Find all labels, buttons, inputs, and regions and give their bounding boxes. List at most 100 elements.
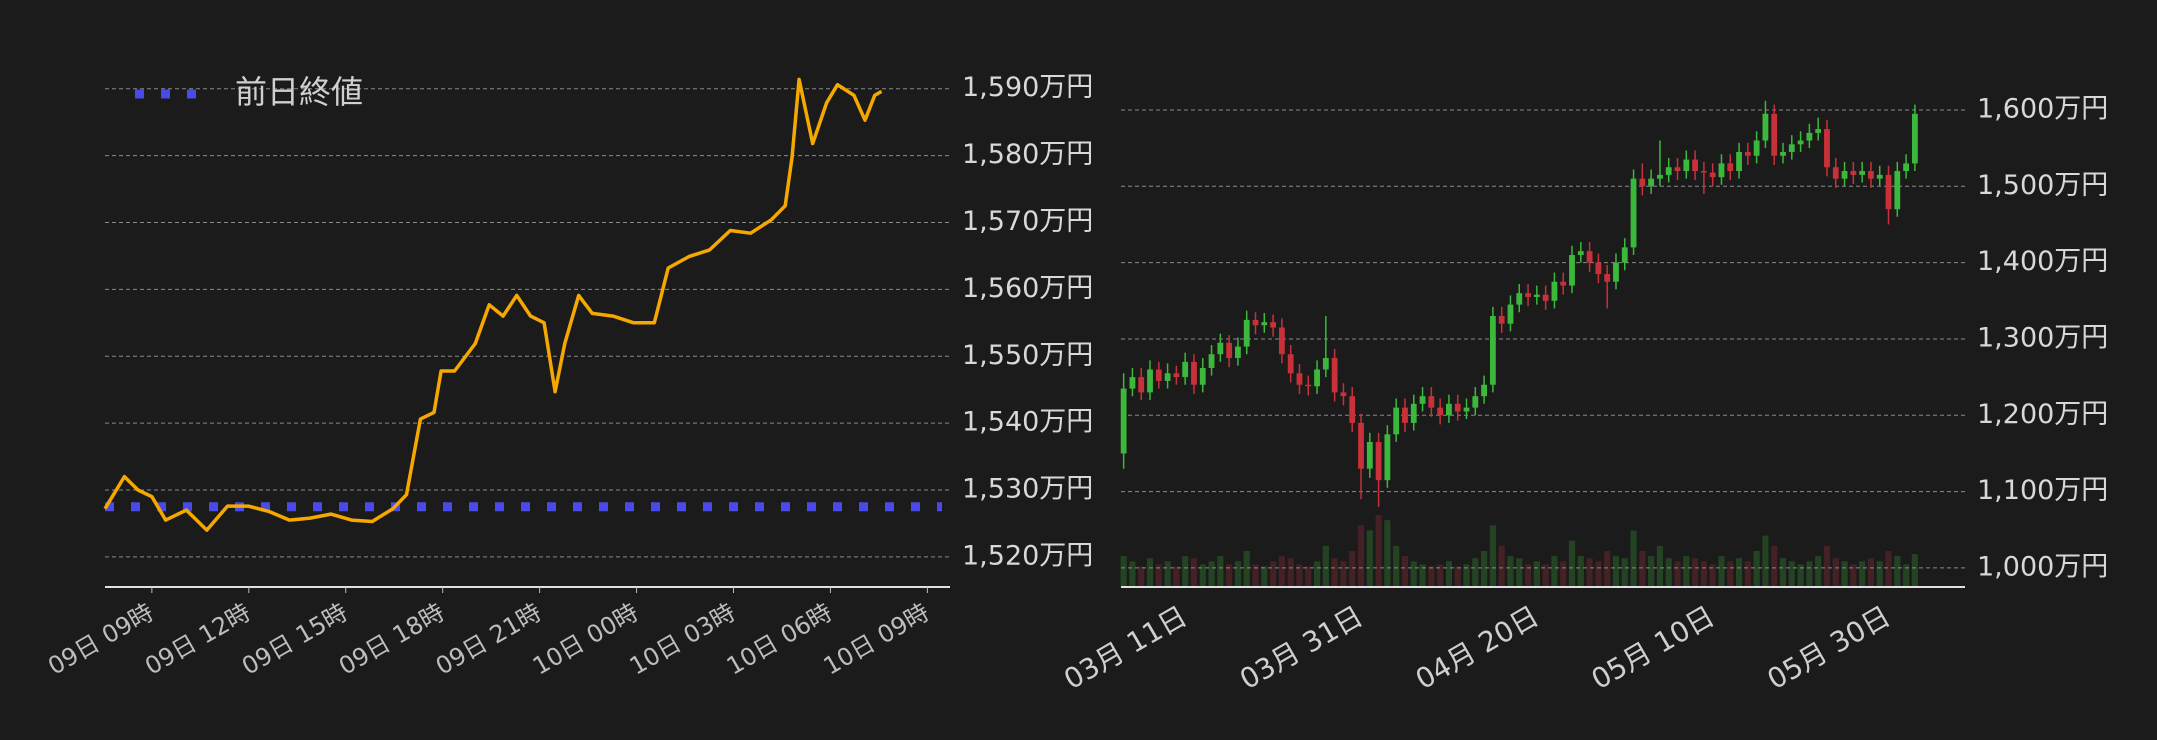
candle-body [1305, 384, 1312, 387]
volume-bar [1656, 545, 1664, 587]
volume-bar [1692, 558, 1699, 587]
volume-bar [1437, 564, 1444, 587]
volume-bar [1173, 566, 1180, 587]
volume-bar [1489, 525, 1496, 587]
candle-body [1349, 396, 1356, 423]
volume-bar [1630, 530, 1637, 587]
volume-bar [1876, 561, 1883, 587]
candle-body [1911, 113, 1918, 164]
candle-body [1331, 358, 1338, 393]
volume-bar [1604, 551, 1611, 587]
candle-body [1498, 316, 1505, 324]
volume-bar [1278, 556, 1285, 587]
volume-bar [1516, 558, 1523, 587]
y-tick-label: 1,100万円 [1977, 475, 2108, 506]
y-tick-label: 1,530万円 [962, 474, 1093, 505]
candle-body [1700, 171, 1707, 173]
candle-body [1428, 396, 1435, 408]
y-tick-label: 1,200万円 [1977, 399, 2108, 430]
candle-body [1621, 247, 1628, 263]
volume-bar [1472, 558, 1479, 587]
volume-bar [1551, 556, 1558, 587]
volume-bar [1894, 556, 1901, 587]
volume-bar [1498, 545, 1505, 587]
candle-body [1507, 304, 1514, 324]
volume-bar [1226, 564, 1233, 587]
candle-body [1481, 384, 1487, 397]
volume-bar [1560, 561, 1567, 587]
candle-body [1604, 274, 1611, 282]
y-tick-label: 1,540万円 [962, 407, 1093, 438]
candle-body [1446, 403, 1452, 416]
y-tick-label: 1,520万円 [962, 540, 1093, 571]
candle-body [1859, 171, 1866, 175]
candle-body [1824, 129, 1830, 168]
candle-body [1314, 369, 1320, 387]
candle-body [1876, 174, 1883, 179]
candle-body [1850, 171, 1857, 175]
volume-bar [1305, 566, 1312, 587]
candle-body [1472, 396, 1479, 408]
candle-body [1806, 132, 1813, 141]
candle-body [1419, 396, 1426, 404]
candle-body [1410, 403, 1417, 423]
candle-body [1692, 159, 1698, 172]
volume-bar [1199, 564, 1206, 587]
candle-body [1894, 171, 1901, 210]
volume-bar [1331, 558, 1338, 587]
volume-bar [1665, 558, 1672, 587]
candle-body [1489, 316, 1496, 385]
candle-body [1322, 358, 1329, 370]
candle-body [1155, 369, 1162, 381]
volume-bar [1911, 554, 1918, 587]
volume-bar [1375, 515, 1382, 587]
volume-bar [1788, 561, 1795, 587]
candle-body [1278, 327, 1285, 355]
volume-bar [1867, 558, 1875, 587]
candle-body [1533, 294, 1540, 297]
volume-bar [1340, 561, 1347, 587]
y-tick-label: 1,550万円 [962, 340, 1093, 371]
candle-body [1173, 373, 1180, 378]
volume-bar [1155, 564, 1162, 587]
candle-body [1525, 293, 1531, 297]
candle-body [1657, 174, 1663, 179]
candle-body [1226, 342, 1233, 359]
candle-body [1788, 144, 1795, 152]
volume-bar [1850, 564, 1857, 587]
candle-body [1191, 361, 1197, 385]
volume-bar [1595, 561, 1602, 587]
y-tick-label: 1,590万円 [962, 72, 1093, 103]
volume-bar [1674, 561, 1681, 587]
candle-body [1569, 254, 1575, 286]
volume-bar [1762, 535, 1769, 587]
candle-body [1762, 113, 1769, 141]
volume-bar [1903, 564, 1910, 587]
price-line [103, 77, 883, 532]
y-tick-label: 1,560万円 [962, 273, 1093, 304]
candle-body [1437, 407, 1444, 416]
volume-bar [1208, 561, 1215, 587]
candle-body [1199, 367, 1206, 385]
volume-bar [1771, 545, 1778, 587]
volume-bar [1401, 556, 1409, 587]
candle-body [1138, 377, 1145, 393]
volume-bar [1533, 561, 1540, 587]
volume-bar [1542, 564, 1549, 587]
volume-bar [1718, 556, 1725, 587]
candle-body [1648, 178, 1655, 187]
volume-bar [1735, 558, 1743, 587]
candle-body [1727, 163, 1734, 172]
volume-bar [1639, 551, 1646, 587]
candle-body [1630, 178, 1637, 248]
volume-bar [1129, 561, 1136, 587]
candle-body [1164, 373, 1171, 381]
volume-bar [1296, 564, 1303, 587]
volume-bar [1252, 564, 1259, 587]
candle-body [1243, 319, 1250, 347]
volume-bar [1823, 545, 1831, 587]
candle-body [1287, 354, 1294, 374]
volume-bar [1841, 561, 1848, 587]
candle-body [1208, 354, 1215, 368]
